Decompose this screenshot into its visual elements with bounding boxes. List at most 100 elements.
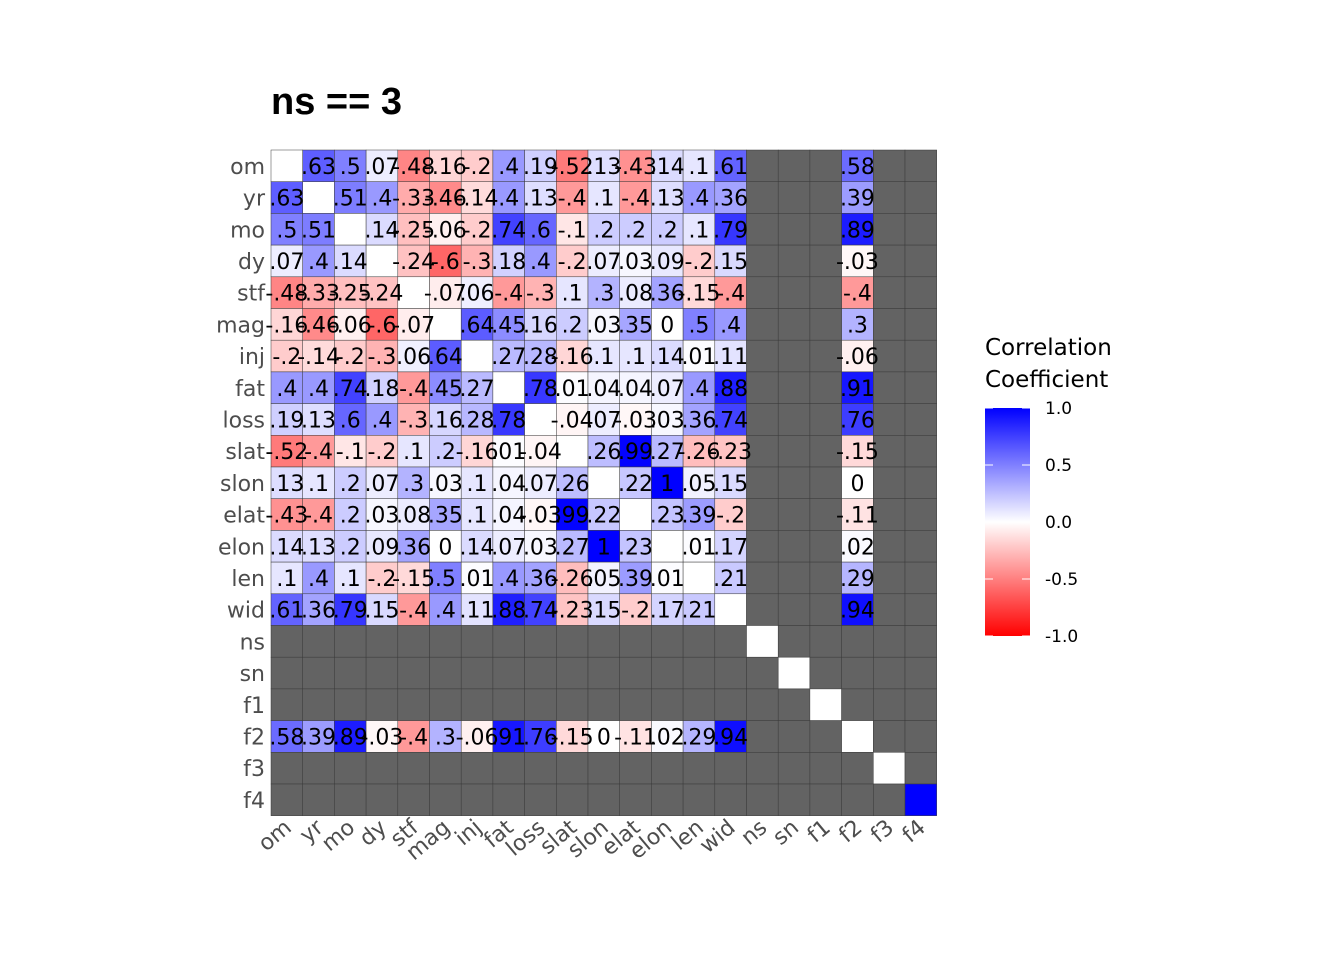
legend-tick-label: -0.5 [1045, 570, 1078, 590]
heatmap-cell [492, 752, 525, 785]
y-tick-label: yr [243, 187, 266, 212]
heatmap-cell [651, 244, 684, 278]
heatmap-cell [302, 435, 335, 468]
cell-value-label: .1 [593, 345, 614, 370]
heatmap-cell [270, 149, 303, 182]
heatmap-cell [619, 561, 652, 595]
x-tick-label: sn [768, 815, 804, 850]
cell-value-label: -.16 [265, 313, 308, 338]
heatmap-cell [397, 403, 430, 436]
heatmap-cell [460, 688, 494, 721]
heatmap-cell [809, 213, 842, 246]
cell-value-label: .91 [491, 725, 526, 750]
heatmap-cell [460, 561, 494, 595]
cell-value-label: .18 [364, 377, 399, 402]
heatmap-cell [429, 593, 462, 626]
heatmap-cell [682, 783, 716, 816]
heatmap-cell [302, 783, 335, 816]
heatmap-cell [556, 371, 589, 404]
cell-value-label: .21 [681, 599, 716, 624]
heatmap-cell [714, 593, 747, 626]
heatmap-cell [334, 625, 367, 658]
heatmap-cell [492, 213, 525, 246]
heatmap-cell [460, 530, 494, 563]
y-tick-label: fat [235, 377, 265, 402]
cell-value-label: -.4 [304, 504, 333, 529]
cell-value-label: .01 [491, 440, 526, 465]
legend-ticks: 1.0 0.5 0.0 -0.5 -1.0 [985, 399, 1078, 647]
heatmap-cell [873, 371, 906, 404]
cell-value-label: .15 [364, 599, 399, 624]
cell-value-label: -.2 [716, 504, 745, 529]
cell-value-label: .74 [491, 218, 526, 243]
heatmap-cell [460, 244, 494, 278]
cell-value-label: -.23 [551, 599, 594, 624]
cell-value-label: -.26 [551, 567, 594, 592]
heatmap-cell [682, 403, 716, 436]
heatmap-cell [682, 213, 716, 246]
heatmap-cell [682, 498, 716, 531]
heatmap-cell [904, 213, 937, 246]
cell-value-label: .1 [308, 472, 329, 497]
y-tick-label: elon [218, 535, 265, 560]
cell-value-label: .09 [650, 250, 685, 275]
cell-value-label: .6 [340, 408, 361, 433]
heatmap-cell [651, 308, 684, 341]
heatmap-cell [556, 688, 589, 721]
cell-value-label: .4 [371, 408, 392, 433]
heatmap-cell [809, 149, 842, 182]
heatmap-cell [714, 498, 747, 531]
heatmap-cell [873, 530, 906, 563]
cell-value-label: .14 [460, 535, 495, 560]
heatmap-cell [746, 561, 779, 595]
heatmap-cell [714, 181, 747, 214]
cell-value-label: .76 [840, 408, 875, 433]
heatmap-cell [397, 593, 430, 626]
cell-value-label: .1 [593, 187, 614, 212]
cell-value-label: .11 [713, 345, 748, 370]
heatmap-cell [334, 498, 367, 531]
heatmap-cell [651, 625, 684, 658]
cell-value-label: .1 [467, 504, 488, 529]
heatmap-cell [777, 371, 811, 404]
cell-value-label: .5 [276, 218, 297, 243]
heatmap-cell [682, 656, 716, 690]
heatmap-cell [714, 625, 747, 658]
cell-value-label: .4 [720, 313, 741, 338]
heatmap-cell [397, 435, 430, 468]
heatmap-cell [270, 244, 303, 278]
heatmap-cell [524, 213, 557, 246]
cell-value-label: -.15 [677, 282, 720, 307]
heatmap-cell [587, 720, 620, 753]
heatmap-cell [841, 371, 874, 404]
heatmap-cell [429, 688, 462, 721]
cell-value-label: .26 [555, 472, 590, 497]
heatmap-cell [777, 213, 811, 246]
heatmap-cell [809, 561, 842, 595]
heatmap-cell [841, 244, 874, 278]
cell-value-label: .27 [650, 440, 685, 465]
heatmap-cell [873, 625, 906, 658]
heatmap-cell [429, 149, 462, 182]
heatmap-cell [682, 276, 716, 309]
heatmap-cell [777, 720, 811, 753]
cell-value-label: .01 [650, 567, 685, 592]
heatmap-cell [777, 656, 811, 690]
heatmap-cell [492, 498, 525, 531]
heatmap-cell [556, 656, 589, 690]
cell-value-label: -.4 [304, 440, 333, 465]
cell-value-label: .18 [491, 250, 526, 275]
heatmap-cell [873, 688, 906, 721]
heatmap-cell [397, 244, 430, 278]
cell-value-label: .1 [467, 472, 488, 497]
cell-value-label: .2 [657, 218, 678, 243]
cell-value-label: -.2 [558, 250, 587, 275]
heatmap-cell [873, 593, 906, 626]
heatmap-cell [619, 783, 652, 816]
heatmap-cell [492, 530, 525, 563]
heatmap-cell [873, 752, 906, 785]
heatmap-cell [460, 435, 494, 468]
heatmap-cell [587, 561, 620, 595]
cell-value-label: .74 [523, 599, 558, 624]
heatmap-cell [334, 276, 367, 309]
